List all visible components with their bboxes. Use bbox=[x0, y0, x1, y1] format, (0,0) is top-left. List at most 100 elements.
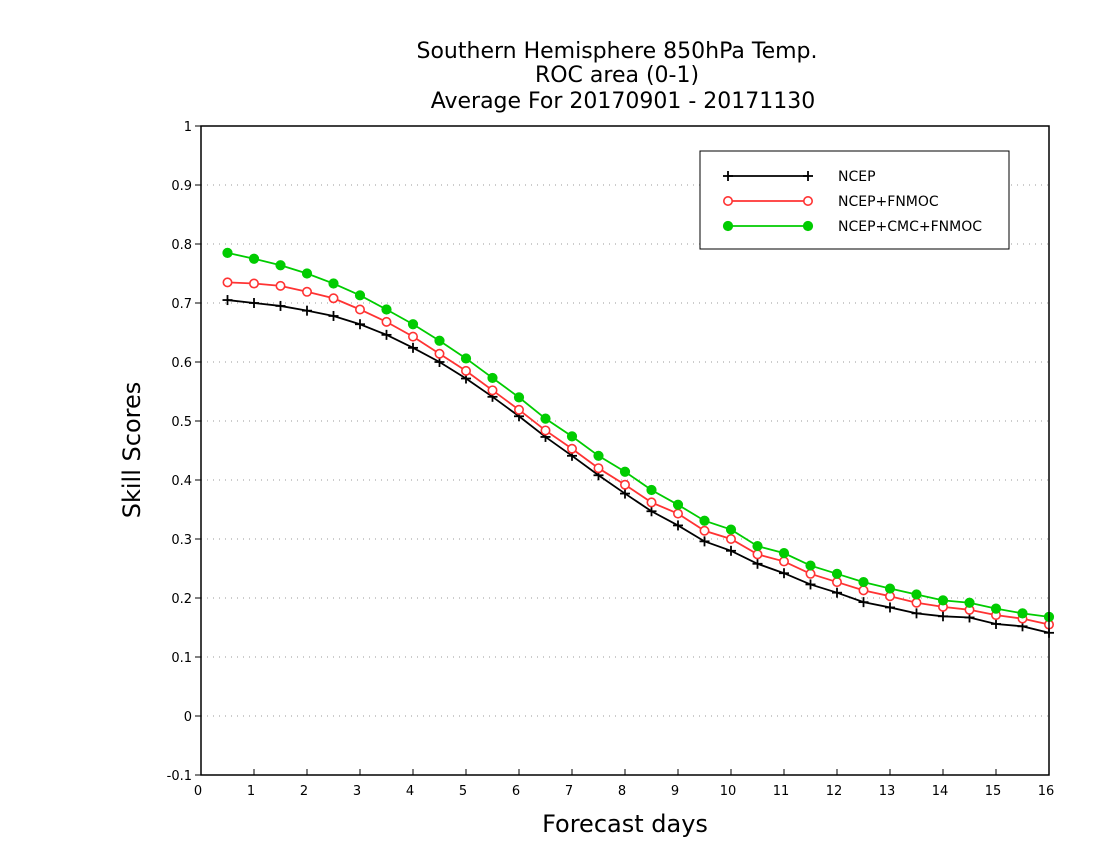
x-tick-label: 5 bbox=[459, 784, 467, 799]
chart-title-line-2: ROC area (0-1) bbox=[535, 63, 699, 88]
data-point bbox=[752, 549, 763, 560]
data-point bbox=[249, 298, 259, 308]
chart-title-line-3: Average For 20170901 - 20171130 bbox=[431, 89, 816, 114]
y-tick-label: 0.2 bbox=[171, 592, 192, 607]
data-point bbox=[699, 515, 710, 526]
x-tick-label: 2 bbox=[300, 784, 308, 799]
x-tick-label: 14 bbox=[932, 784, 949, 799]
data-point bbox=[778, 556, 789, 567]
data-point bbox=[408, 342, 418, 353]
data-point bbox=[805, 568, 816, 579]
legend-marker bbox=[722, 220, 734, 232]
x-tick-label: 15 bbox=[985, 784, 1002, 799]
legend-marker bbox=[802, 220, 814, 232]
data-point bbox=[725, 524, 737, 535]
data-point bbox=[911, 597, 922, 608]
data-point bbox=[699, 536, 710, 547]
data-point bbox=[540, 425, 551, 436]
data-point bbox=[407, 331, 418, 342]
series-ncep bbox=[222, 295, 1054, 638]
data-point bbox=[275, 260, 286, 271]
data-point bbox=[1017, 608, 1028, 619]
data-point bbox=[752, 540, 763, 552]
data-point bbox=[858, 585, 869, 596]
x-axis-label: Forecast days bbox=[542, 810, 708, 838]
x-tick-label: 12 bbox=[826, 784, 843, 799]
data-point bbox=[646, 497, 657, 508]
data-point bbox=[301, 286, 312, 297]
legend-label: NCEP+CMC+FNMOC bbox=[838, 219, 982, 235]
chart-title-line-1: Southern Hemisphere 850hPa Temp. bbox=[417, 39, 818, 64]
data-point bbox=[619, 466, 631, 477]
y-tick-label: 0.4 bbox=[171, 474, 192, 489]
data-point bbox=[858, 576, 869, 588]
y-tick-label: 0.7 bbox=[171, 297, 192, 312]
data-point bbox=[460, 365, 471, 376]
series-line-ncep-cmc-fnmoc bbox=[227, 251, 1050, 618]
data-point bbox=[487, 385, 498, 396]
x-tick-label: 6 bbox=[512, 784, 520, 799]
data-point bbox=[328, 310, 339, 321]
data-point bbox=[937, 595, 949, 606]
data-point bbox=[434, 348, 445, 359]
data-point bbox=[699, 525, 710, 536]
data-point bbox=[301, 268, 313, 279]
gridlines bbox=[201, 184, 1049, 717]
data-point bbox=[884, 583, 896, 594]
x-tick-label: 3 bbox=[353, 784, 361, 799]
data-point bbox=[673, 520, 683, 531]
data-point bbox=[805, 579, 816, 590]
data-point bbox=[911, 589, 922, 600]
data-point bbox=[646, 506, 657, 517]
x-tick-label: 8 bbox=[618, 784, 626, 799]
series-line-ncep-fnmoc bbox=[227, 281, 1050, 626]
legend-marker bbox=[723, 171, 733, 181]
x-tick-label: 7 bbox=[565, 784, 573, 799]
data-point bbox=[222, 277, 233, 288]
data-point bbox=[805, 560, 816, 571]
y-tick-label: 0.6 bbox=[171, 356, 192, 371]
data-point bbox=[778, 548, 790, 559]
series-line-ncep bbox=[227, 299, 1050, 634]
data-point bbox=[222, 295, 233, 306]
data-point bbox=[248, 253, 260, 264]
series-group bbox=[222, 247, 1055, 638]
data-point bbox=[620, 488, 630, 499]
data-point bbox=[381, 316, 392, 327]
legend-marker bbox=[722, 196, 733, 207]
data-point bbox=[566, 443, 577, 454]
data-point bbox=[302, 305, 312, 316]
data-point bbox=[619, 479, 630, 490]
data-point bbox=[354, 290, 366, 301]
data-point bbox=[832, 587, 842, 598]
data-point bbox=[222, 247, 233, 258]
x-axis: 0 1 2 3 4 5 6 7 8 9 10 11 12 13 14 15 16 bbox=[194, 769, 1054, 799]
x-tick-label: 11 bbox=[773, 784, 790, 799]
x-tick-label: 10 bbox=[720, 784, 737, 799]
y-axis: -0.1 0 0.1 0.2 0.3 0.4 0.5 0.6 0.7 0.8 0.9 1 bbox=[167, 120, 201, 784]
data-point bbox=[355, 319, 365, 330]
y-tick-label: 0.9 bbox=[171, 179, 192, 194]
data-point bbox=[593, 450, 604, 461]
data-point bbox=[460, 353, 472, 364]
x-tick-label: 4 bbox=[406, 784, 414, 799]
legend: NCEP NCEP+FNMOC NCEP+CMC+FNMOC bbox=[699, 150, 1010, 250]
data-point bbox=[381, 329, 392, 340]
data-point bbox=[831, 568, 843, 579]
data-point bbox=[672, 499, 684, 510]
data-point bbox=[275, 280, 286, 291]
y-tick-label: 1 bbox=[184, 120, 192, 135]
y-tick-label: 0.3 bbox=[171, 533, 192, 548]
data-point bbox=[249, 278, 260, 289]
data-point bbox=[752, 558, 763, 569]
data-point bbox=[990, 603, 1002, 614]
series-ncep-cmc-fnmoc bbox=[222, 247, 1055, 622]
data-point bbox=[911, 608, 922, 619]
y-tick-label: 0.1 bbox=[171, 651, 192, 666]
legend-label: NCEP bbox=[838, 169, 876, 185]
data-point bbox=[858, 597, 869, 608]
data-point bbox=[513, 404, 524, 415]
data-point bbox=[407, 319, 419, 330]
data-point bbox=[487, 372, 498, 384]
